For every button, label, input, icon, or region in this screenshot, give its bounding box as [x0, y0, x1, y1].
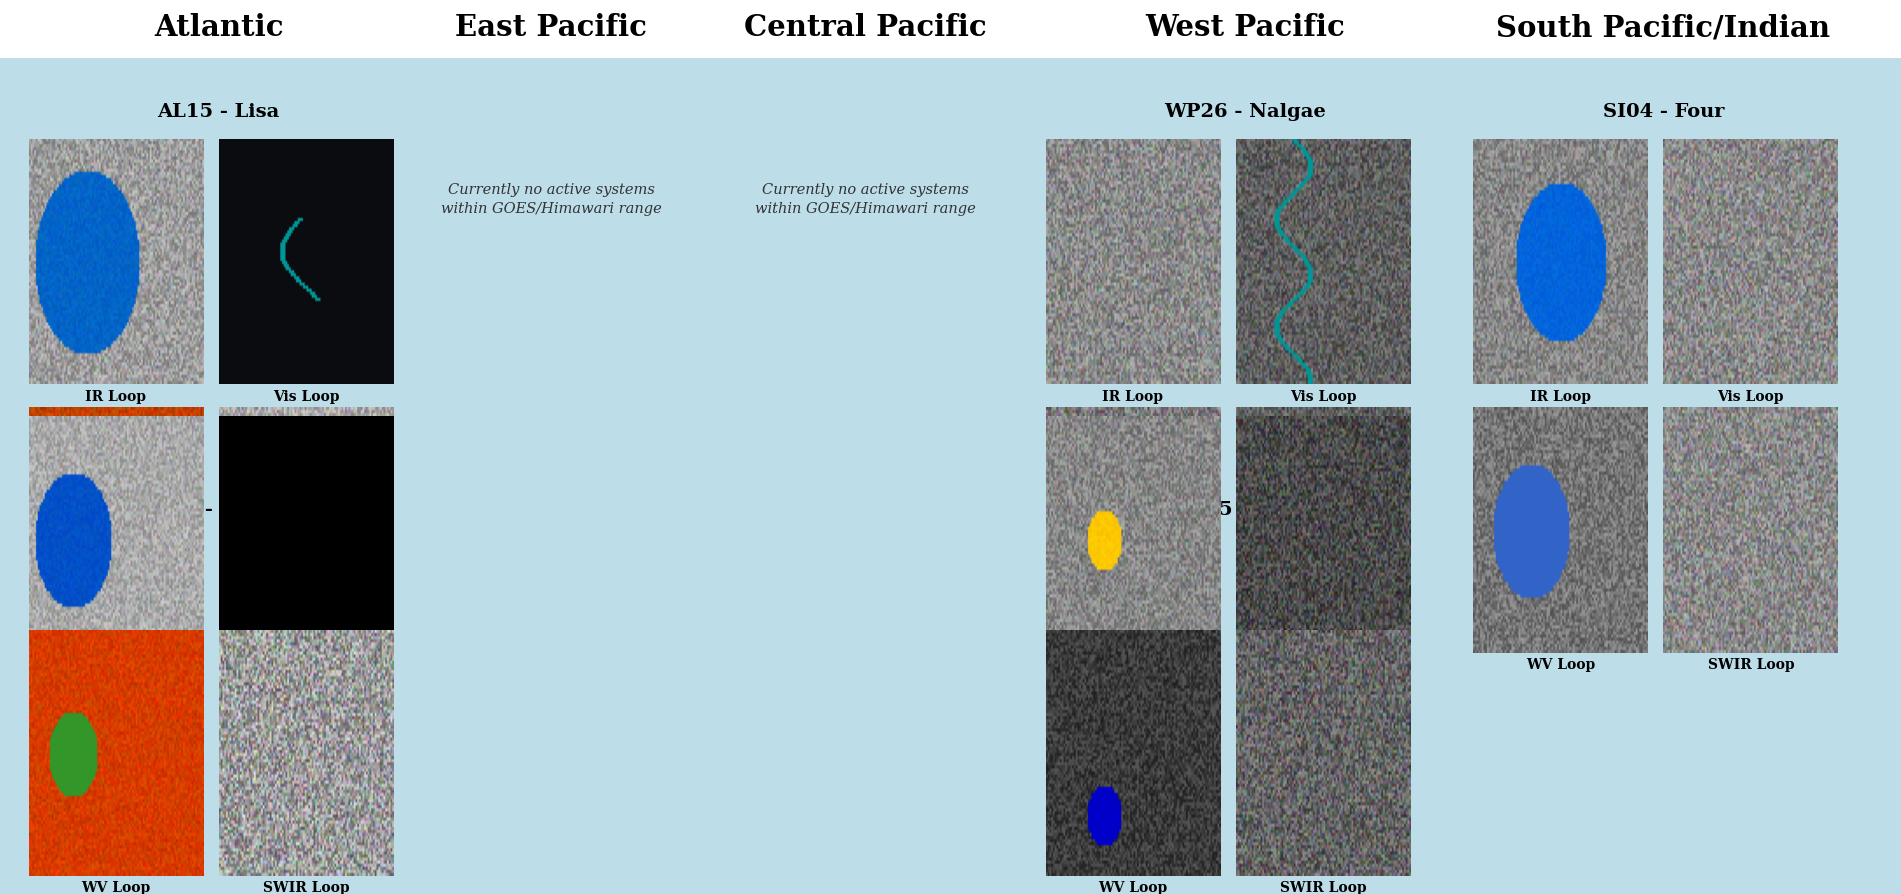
Text: East Pacific: East Pacific — [456, 13, 646, 42]
Text: WV Loop: WV Loop — [82, 881, 150, 894]
Text: Currently no active systems
within GOES/Himawari range: Currently no active systems within GOES/… — [441, 183, 662, 215]
Text: Vis Loop: Vis Loop — [274, 390, 338, 404]
Text: SI04 - Four: SI04 - Four — [1603, 103, 1724, 121]
Text: WV Loop: WV Loop — [82, 658, 150, 672]
Text: WV Loop: WV Loop — [1527, 658, 1595, 672]
Text: WP26 - Nalgae: WP26 - Nalgae — [1163, 103, 1327, 121]
Text: IR Loop: IR Loop — [1103, 390, 1163, 404]
Bar — [0, 0, 1901, 58]
Text: SWIR Loop: SWIR Loop — [1279, 881, 1367, 894]
Text: SWIR Loop: SWIR Loop — [1707, 658, 1795, 672]
Text: Vis Loop: Vis Loop — [1719, 390, 1783, 404]
Text: Vis Loop: Vis Loop — [1291, 390, 1355, 404]
Text: AL16 - Martin: AL16 - Martin — [143, 501, 295, 519]
Text: IR Loop: IR Loop — [1103, 667, 1163, 681]
Text: Currently no active systems
within GOES/Himawari range: Currently no active systems within GOES/… — [755, 183, 975, 215]
Text: IR Loop: IR Loop — [86, 667, 146, 681]
Text: WV Loop: WV Loop — [1099, 881, 1167, 894]
Text: West Pacific: West Pacific — [1144, 13, 1346, 42]
Text: Central Pacific: Central Pacific — [743, 13, 987, 42]
Text: SWIR Loop: SWIR Loop — [262, 658, 350, 672]
Text: South Pacific/Indian: South Pacific/Indian — [1496, 13, 1831, 42]
Text: Vis Loop: Vis Loop — [274, 667, 338, 681]
Text: IR Loop: IR Loop — [1530, 390, 1591, 404]
Text: Vis Loop: Vis Loop — [1291, 667, 1355, 681]
Text: SWIR Loop: SWIR Loop — [262, 881, 350, 894]
Text: SWIR Loop: SWIR Loop — [1279, 658, 1367, 672]
Text: AL15 - Lisa: AL15 - Lisa — [158, 103, 279, 121]
Text: Atlantic: Atlantic — [154, 13, 283, 42]
Text: WV Loop: WV Loop — [1099, 658, 1167, 672]
Text: WP95 - Invest: WP95 - Invest — [1169, 501, 1321, 519]
Text: IR Loop: IR Loop — [86, 390, 146, 404]
